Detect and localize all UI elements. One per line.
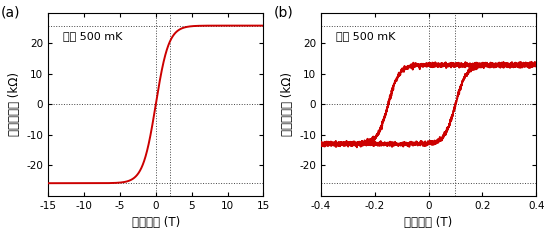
X-axis label: 外部磁場 (T): 外部磁場 (T) — [131, 216, 180, 229]
X-axis label: 外部磁場 (T): 外部磁場 (T) — [404, 216, 453, 229]
Y-axis label: ホール抵抗 (kΩ): ホール抵抗 (kΩ) — [8, 72, 21, 136]
Text: 温度 500 mK: 温度 500 mK — [336, 31, 395, 41]
Text: (a): (a) — [1, 5, 20, 20]
Text: (b): (b) — [274, 5, 293, 20]
Text: 温度 500 mK: 温度 500 mK — [63, 31, 123, 41]
Y-axis label: ホール抵抗 (kΩ): ホール抵抗 (kΩ) — [280, 72, 294, 136]
